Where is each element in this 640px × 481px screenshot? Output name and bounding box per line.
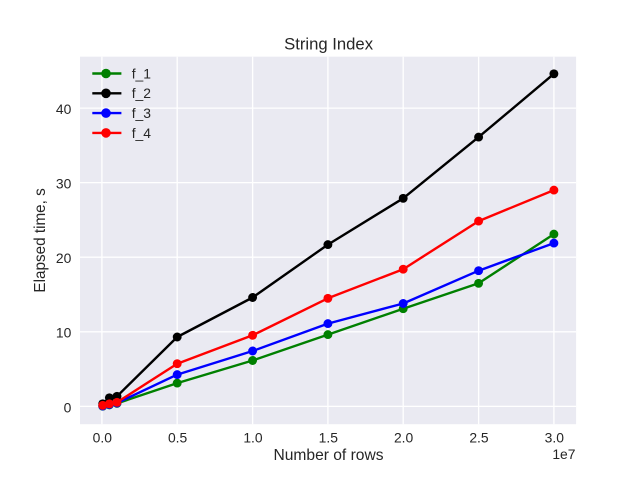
svg-text:3.0: 3.0 [545, 430, 565, 446]
svg-text:f_3: f_3 [132, 105, 152, 121]
svg-text:2.5: 2.5 [469, 430, 489, 446]
svg-text:1.5: 1.5 [319, 430, 339, 446]
svg-text:0: 0 [64, 399, 72, 415]
svg-text:20: 20 [56, 250, 72, 266]
svg-text:f_2: f_2 [132, 85, 152, 101]
svg-text:2.0: 2.0 [394, 430, 414, 446]
svg-text:0.5: 0.5 [168, 430, 188, 446]
svg-text:0.0: 0.0 [93, 430, 113, 446]
svg-text:40: 40 [56, 101, 72, 117]
svg-text:Number of rows: Number of rows [273, 447, 383, 464]
svg-text:1e7: 1e7 [552, 446, 575, 462]
svg-text:String Index: String Index [284, 35, 374, 54]
svg-text:30: 30 [56, 176, 72, 192]
svg-text:f_1: f_1 [132, 65, 152, 81]
svg-text:Elapsed time, s: Elapsed time, s [32, 188, 49, 293]
svg-text:1.0: 1.0 [243, 430, 263, 446]
svg-text:f_4: f_4 [132, 125, 152, 141]
svg-text:10: 10 [56, 325, 72, 341]
